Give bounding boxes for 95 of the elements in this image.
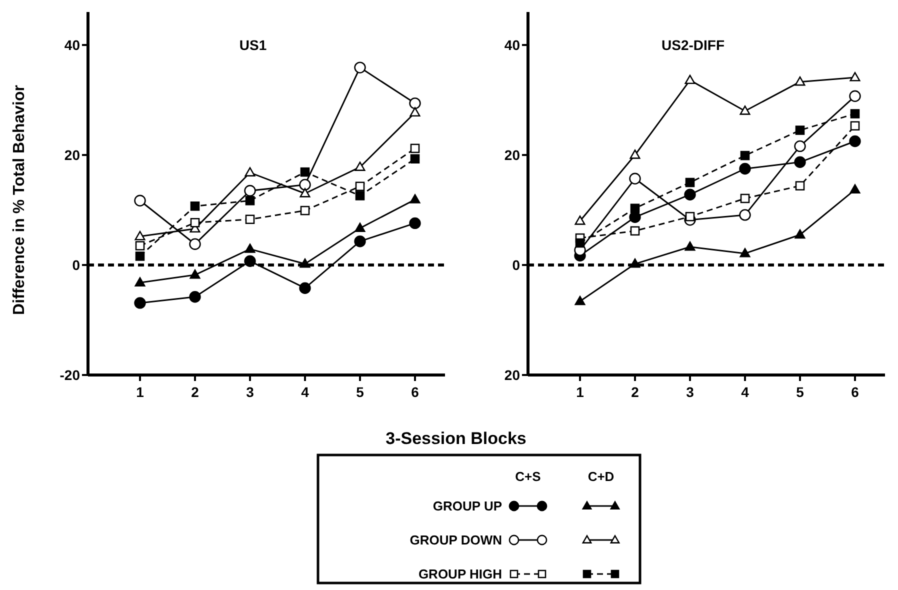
point	[630, 204, 640, 213]
point	[410, 144, 420, 154]
point	[244, 167, 256, 176]
legend-label: GROUP HIGH	[418, 566, 502, 582]
point	[794, 156, 806, 168]
point	[794, 76, 806, 86]
text: US2-DIFF	[662, 37, 725, 53]
x-tick-label: 6	[851, 384, 860, 400]
point	[794, 229, 806, 239]
point	[299, 178, 311, 191]
point	[299, 282, 311, 294]
legend-label: GROUP UP	[432, 498, 502, 514]
point	[685, 212, 695, 222]
y-tick-label: 0	[72, 256, 80, 273]
point	[409, 97, 421, 110]
point	[134, 194, 146, 206]
point	[244, 184, 256, 197]
point	[244, 244, 256, 253]
point	[190, 202, 200, 211]
x-tick-label: 1	[136, 384, 144, 400]
x-tick-label: 2	[631, 384, 640, 400]
text: US1	[239, 37, 267, 53]
point	[850, 121, 860, 130]
x-tick-label: 4	[741, 384, 750, 400]
point	[135, 241, 145, 250]
point	[850, 184, 860, 194]
point	[355, 182, 365, 191]
text: C+S	[515, 469, 542, 484]
x-tick-label: 5	[356, 384, 364, 400]
point	[135, 252, 145, 261]
point	[685, 178, 695, 188]
point	[575, 238, 585, 248]
point	[134, 277, 146, 286]
point	[850, 72, 860, 82]
point	[410, 194, 420, 204]
x-tick-label: 5	[796, 384, 804, 400]
point	[795, 126, 805, 135]
y-tick-label: 40	[504, 36, 520, 53]
point	[630, 258, 640, 268]
y-tick-label: 40	[64, 36, 80, 53]
point	[740, 150, 750, 160]
x-tick-label: 1	[576, 384, 584, 400]
x-tick-label: 6	[411, 384, 420, 400]
point	[740, 106, 750, 115]
point	[684, 74, 696, 84]
point	[630, 150, 640, 159]
y-tick-label: 0	[512, 256, 520, 273]
point	[409, 217, 421, 230]
x-tick-label: 3	[246, 384, 254, 400]
point	[740, 248, 750, 258]
point	[245, 196, 255, 206]
x-tick-label: 4	[301, 384, 310, 400]
point	[355, 191, 365, 200]
point	[849, 90, 861, 102]
point	[739, 209, 751, 221]
y-axis-title: Difference in % Total Behavior	[11, 85, 28, 315]
point	[134, 230, 146, 240]
legend-label: GROUP DOWN	[410, 532, 502, 548]
point	[245, 214, 255, 224]
point	[850, 109, 860, 118]
point	[410, 107, 420, 116]
point	[190, 269, 200, 279]
point	[354, 236, 366, 248]
point	[410, 154, 420, 164]
point	[300, 206, 310, 216]
y-tick-label: 20	[64, 146, 80, 163]
point	[629, 172, 641, 184]
point	[134, 297, 146, 309]
point	[354, 162, 366, 171]
x-axis-title: 3-Session Blocks	[386, 429, 526, 448]
point	[300, 188, 310, 198]
y-tick-label: 20	[504, 146, 520, 163]
point	[739, 162, 751, 175]
point	[574, 296, 586, 306]
x-tick-label: 2	[191, 384, 200, 400]
y-tick-label: -20	[60, 366, 80, 383]
point	[190, 218, 200, 228]
point	[300, 258, 310, 268]
y-tick-label: 20	[504, 366, 520, 383]
text: C+D	[588, 469, 614, 484]
point	[354, 62, 366, 74]
point	[244, 255, 256, 267]
point	[684, 188, 696, 200]
point	[630, 226, 640, 236]
point	[300, 167, 310, 177]
point	[354, 222, 366, 232]
point	[684, 241, 696, 251]
x-tick-label: 3	[686, 384, 694, 400]
point	[189, 238, 201, 250]
point	[740, 194, 750, 204]
point	[849, 135, 861, 148]
point	[795, 181, 805, 190]
point	[794, 140, 806, 152]
point	[574, 216, 586, 225]
point	[189, 291, 201, 303]
